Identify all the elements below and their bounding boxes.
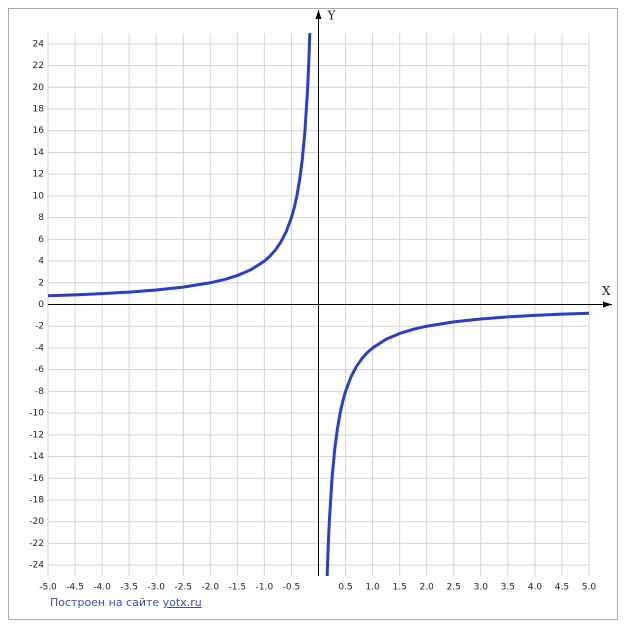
footer: Построен на сайте yotx.ru (50, 596, 202, 609)
y-tick-label: -12 (29, 430, 44, 440)
y-tick-label: 22 (33, 61, 44, 71)
y-tick-label: 24 (33, 39, 45, 49)
x-tick-label: -5.0 (39, 583, 57, 593)
x-tick-label: -3.5 (120, 583, 138, 593)
y-tick-label: 12 (33, 170, 44, 180)
y-tick-label: 4 (38, 257, 44, 267)
y-tick-label: 0 (38, 300, 44, 310)
x-tick-label: -1.5 (229, 583, 247, 593)
y-tick-label: -6 (35, 365, 44, 375)
y-axis-label: Y (327, 9, 337, 23)
x-tick-label: 3.5 (501, 583, 515, 593)
x-tick-label: 2.5 (447, 583, 461, 593)
frame (8, 8, 618, 620)
y-tick-label: -14 (29, 452, 44, 462)
y-tick-label: 6 (38, 235, 44, 245)
footer-link[interactable]: yotx.ru (162, 596, 202, 609)
x-tick-label: 2.0 (420, 583, 435, 593)
x-tick-label: 0.5 (338, 583, 352, 593)
x-axis-label: X (602, 284, 611, 298)
x-tick-label: 5.0 (582, 583, 597, 593)
y-axis-arrow (315, 10, 322, 19)
y-tick-label: 8 (38, 213, 44, 223)
y-tick-label: 2 (38, 278, 44, 288)
y-tick-label: -22 (29, 539, 44, 549)
x-tick-label: -0.5 (283, 583, 301, 593)
x-tick-label: 1.5 (392, 583, 406, 593)
x-tick-label: -4.0 (93, 583, 111, 593)
x-tick-label: 4.5 (555, 583, 569, 593)
y-tick-label: 10 (33, 191, 45, 201)
y-tick-label: -8 (35, 387, 44, 397)
x-tick-label: -1.0 (256, 583, 274, 593)
x-axis-arrow (603, 301, 612, 308)
y-tick-label: -10 (29, 409, 44, 419)
x-tick-label: 4.0 (528, 583, 543, 593)
x-tick-label: -2.5 (174, 583, 192, 593)
y-tick-label: -24 (29, 561, 44, 571)
x-tick-label: -2.0 (202, 583, 220, 593)
y-tick-label: -4 (35, 343, 44, 353)
y-tick-label: -16 (29, 474, 44, 484)
y-tick-label: 20 (33, 83, 45, 93)
y-tick-label: -18 (29, 495, 44, 505)
footer-text: Построен на сайте (50, 596, 160, 609)
y-tick-label: -2 (35, 322, 44, 332)
x-tick-label: -3.0 (147, 583, 165, 593)
x-tick-label: 3.0 (474, 583, 489, 593)
y-tick-label: 16 (33, 126, 45, 136)
y-tick-label: -20 (29, 517, 44, 527)
x-tick-label: 1.0 (365, 583, 380, 593)
curve (47, 32, 590, 577)
y-tick-label: 14 (33, 148, 45, 158)
y-tick-label: 18 (33, 105, 45, 115)
x-tick-label: -4.5 (66, 583, 84, 593)
